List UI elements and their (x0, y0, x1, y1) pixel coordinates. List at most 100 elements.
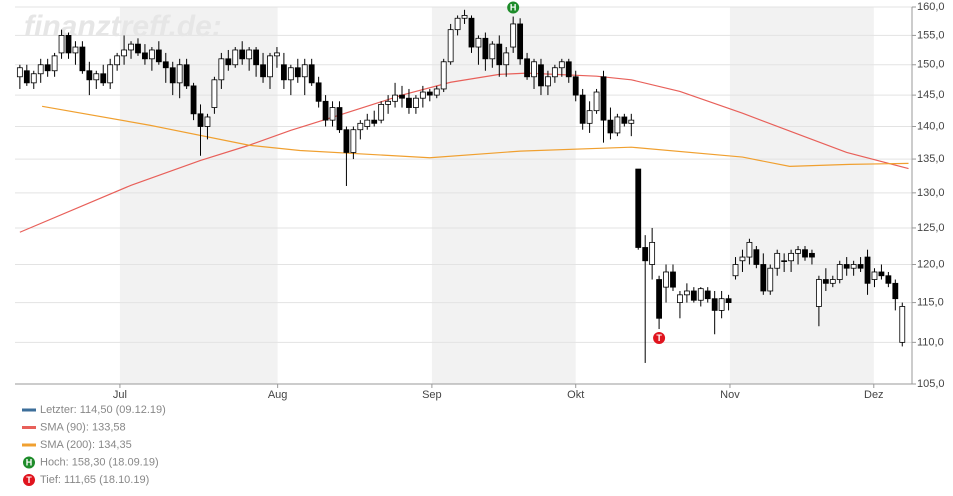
candle-body (593, 91, 600, 112)
candle-body (37, 64, 44, 75)
candle-body (628, 119, 635, 124)
y-tick-label: 145,0 (917, 89, 945, 101)
candle-body (169, 67, 176, 84)
candle-body (878, 271, 885, 277)
candle-body (239, 49, 246, 60)
sma-line (41, 105, 909, 167)
candle-body (142, 52, 148, 60)
y-tick-label: 150,0 (917, 59, 945, 71)
candle-body (23, 70, 30, 84)
candle-body (885, 275, 892, 284)
candle-body (538, 64, 544, 87)
candle-body (572, 76, 579, 96)
candle-body (274, 52, 280, 57)
candle-body (524, 58, 530, 78)
candle-body (107, 64, 114, 84)
candle-body (649, 241, 656, 265)
candle-body (503, 52, 510, 66)
candle-body (843, 264, 850, 269)
candle-body (802, 249, 808, 258)
extreme-marker (653, 332, 666, 345)
candle-body (788, 252, 795, 262)
candle-body (489, 43, 496, 60)
x-tick-label: Aug (268, 389, 288, 401)
y-tick-label: 110,0 (917, 336, 944, 348)
legend-icon (23, 456, 35, 469)
candle-body (51, 55, 58, 72)
candle-body (642, 247, 649, 262)
candle-body (322, 100, 329, 121)
candle-body (586, 110, 593, 124)
candle-body (86, 70, 93, 81)
candle-body (677, 294, 683, 303)
candle-body (774, 252, 781, 269)
candle-body (58, 35, 65, 54)
candle-body (864, 256, 871, 284)
legend-label: SMA (200): 134,35 (40, 439, 132, 451)
candle-body (829, 279, 836, 284)
candle-body (496, 43, 503, 66)
candle-body (378, 104, 385, 121)
y-tick-label: 130,0 (917, 187, 945, 199)
candle-body (600, 76, 607, 121)
candle-body (176, 64, 183, 84)
candle-body (371, 119, 378, 124)
y-tick-label: 120,0 (917, 258, 945, 270)
candle-body (836, 264, 843, 280)
y-tick-label: 155,0 (917, 29, 945, 41)
candle-body (857, 264, 864, 269)
y-tick-label: 160,0 (917, 1, 945, 13)
legend-label: Letzter: 114,50 (09.12.19) (40, 404, 166, 416)
candle-body (545, 76, 551, 87)
candle-body (135, 43, 141, 54)
candle-body (621, 116, 628, 124)
candle-body (190, 85, 197, 115)
candle-body (739, 256, 746, 262)
candle-body (795, 249, 801, 254)
candle-body (718, 298, 725, 311)
candle-body (357, 122, 364, 131)
candle-body (419, 91, 426, 99)
candle-body (454, 17, 461, 31)
candle-body (760, 264, 767, 292)
candle-body (475, 37, 482, 48)
y-tick-label: 140,0 (917, 120, 945, 132)
month-band (431, 7, 576, 384)
y-tick-label: 135,0 (917, 153, 945, 165)
legend-label: SMA (90): 133,58 (40, 421, 126, 433)
candle-body (767, 267, 774, 292)
candle-body (579, 94, 586, 124)
candle-body (697, 288, 704, 301)
candle-body (128, 43, 134, 51)
candle-body (482, 37, 489, 60)
candle-body (447, 29, 454, 63)
candle-body (93, 73, 100, 81)
candle-body (704, 290, 711, 300)
candle-body (690, 290, 697, 301)
candle-body (343, 129, 350, 153)
candle-body (565, 61, 572, 78)
candle-body (197, 113, 204, 127)
candle-body (656, 279, 662, 319)
candle-body (517, 23, 524, 60)
watermark: finanztreff.de: (24, 10, 222, 43)
candle-body (30, 73, 37, 84)
x-tick-label: Dez (864, 389, 884, 401)
legend-icon-label: H (26, 457, 33, 467)
x-tick-label: Nov (720, 389, 740, 401)
candle-body (225, 58, 232, 66)
candle-body (155, 49, 162, 63)
candle-body (753, 249, 760, 265)
x-tick-label: Okt (567, 389, 584, 401)
candle-body (399, 94, 405, 99)
candle-body (433, 88, 440, 96)
y-tick-label: 125,0 (917, 222, 945, 234)
candle-body (607, 119, 614, 134)
candle-body (468, 17, 475, 48)
candle-body (183, 64, 190, 87)
candle-body (558, 61, 565, 69)
candle-body (746, 241, 753, 258)
candle-body (531, 61, 537, 78)
candle-body (350, 129, 357, 153)
